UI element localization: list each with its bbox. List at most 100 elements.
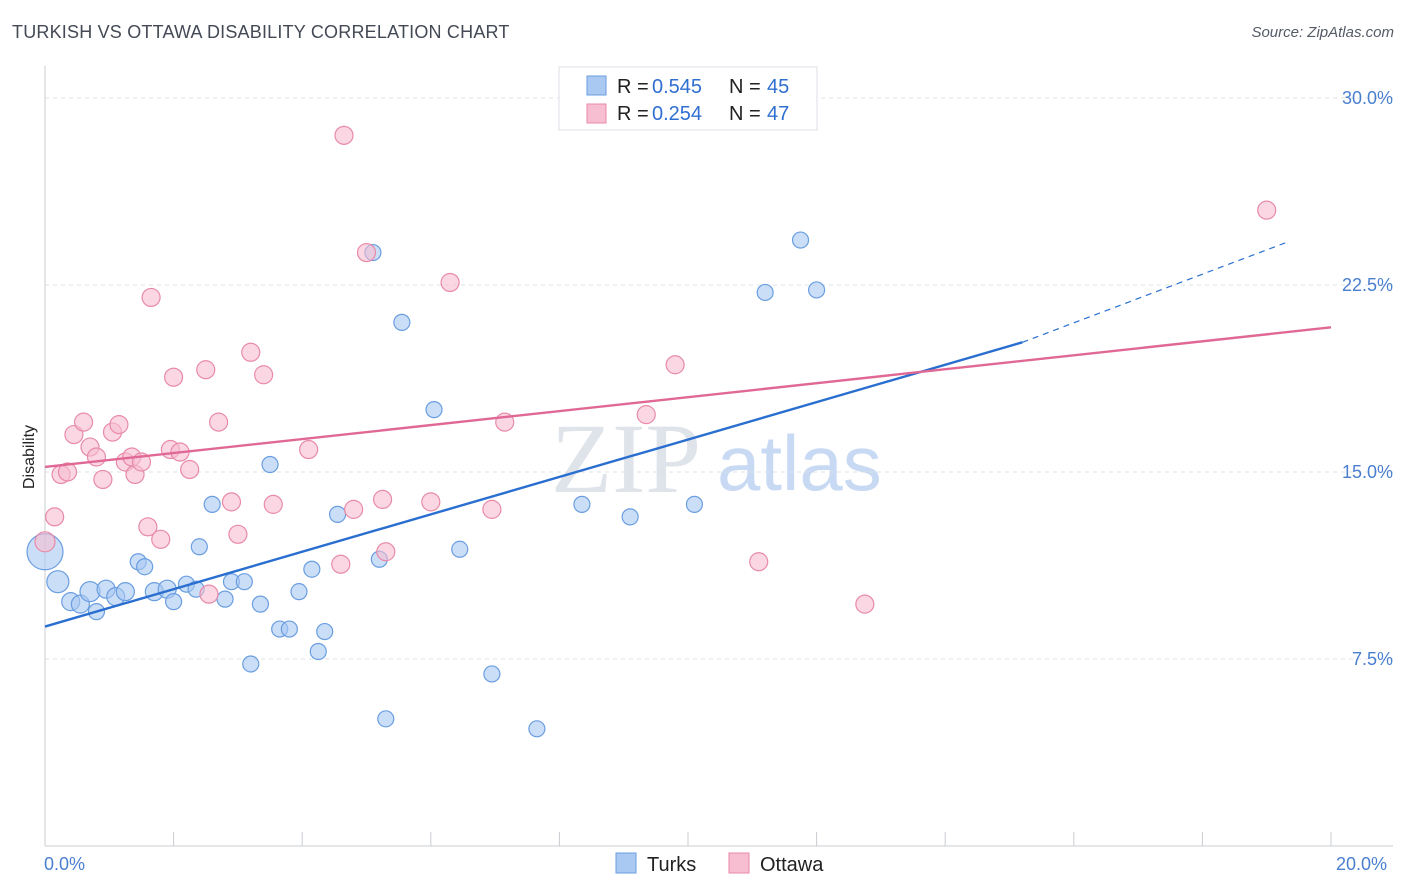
data-point-ottawa — [440, 272, 460, 293]
watermark: ZIP atlas — [551, 403, 882, 514]
legend-label-turks: Turks — [647, 854, 696, 876]
stats-swatch-turks — [586, 75, 607, 96]
stats-swatch-ottawa — [586, 103, 607, 124]
data-point-ottawa — [344, 499, 364, 519]
data-point-turks — [242, 655, 260, 673]
data-point-turks — [685, 495, 704, 513]
y-tick-label: 15.0% — [1342, 462, 1393, 482]
data-point-turks — [303, 560, 321, 578]
series-ottawa-points — [34, 93, 1277, 614]
y-tick-label: 30.0% — [1342, 88, 1393, 108]
data-point-ottawa — [180, 459, 200, 480]
stats-r-value-ottawa: 0.254 — [652, 103, 702, 125]
stats-n-label-ottawa: N = — [729, 103, 766, 125]
x-ticks — [44, 832, 1332, 846]
stats-r-label-turks: R = — [617, 76, 654, 98]
data-point-ottawa — [376, 542, 396, 562]
data-point-ottawa — [86, 447, 107, 467]
trend-lines — [44, 242, 1332, 628]
data-point-ottawa — [228, 524, 248, 544]
x-tick-label-min: 0.0% — [44, 854, 85, 874]
data-point-turks — [573, 495, 591, 513]
data-point-turks — [46, 570, 70, 594]
data-point-ottawa — [356, 242, 377, 263]
data-points — [26, 93, 1277, 738]
data-point-ottawa — [421, 492, 441, 512]
series-legend: Turks Ottawa — [615, 852, 824, 876]
data-point-turks — [528, 720, 546, 738]
data-point-turks — [115, 582, 135, 602]
axes — [44, 66, 1393, 847]
data-point-ottawa — [1257, 200, 1277, 220]
legend-label-ottawa: Ottawa — [760, 854, 824, 876]
data-point-ottawa — [34, 531, 56, 553]
stats-n-value-turks: 45 — [767, 76, 789, 98]
data-point-ottawa — [482, 499, 502, 519]
legend-swatch-ottawa — [728, 852, 750, 874]
data-point-ottawa — [151, 529, 171, 549]
data-point-ottawa — [73, 412, 94, 432]
data-point-ottawa — [241, 342, 261, 362]
data-point-ottawa — [199, 584, 219, 604]
trend-line-turks — [44, 341, 1023, 628]
data-point-ottawa — [221, 492, 242, 512]
trend-line-extension-turks — [1022, 242, 1287, 343]
data-point-turks — [483, 665, 501, 683]
data-point-ottawa — [254, 365, 274, 385]
data-point-turks — [190, 538, 208, 556]
data-point-turks — [216, 590, 234, 608]
trend-line-ottawa — [44, 326, 1332, 469]
stats-r-value-turks: 0.545 — [652, 76, 702, 98]
data-point-ottawa — [636, 405, 656, 425]
data-point-ottawa — [196, 360, 216, 380]
data-point-turks — [235, 573, 253, 591]
stats-n-value-ottawa: 47 — [767, 103, 789, 125]
y-tick-label: 7.5% — [1352, 649, 1393, 669]
data-point-turks — [807, 281, 826, 299]
data-point-turks — [451, 540, 469, 558]
stats-legend: R = 0.545 N = 45 R = 0.254 N = 47 — [558, 66, 818, 131]
chart-title: TURKISH VS OTTAWA DISABILITY CORRELATION… — [12, 22, 510, 42]
stats-n-label-turks: N = — [729, 76, 766, 98]
data-point-ottawa — [263, 494, 283, 514]
x-tick-labels: 0.0% 20.0% — [44, 854, 1387, 874]
data-point-ottawa — [372, 489, 393, 510]
data-point-ottawa — [855, 594, 875, 614]
data-point-turks — [309, 642, 327, 661]
data-point-turks — [136, 558, 154, 576]
data-point-turks — [261, 455, 279, 474]
data-point-turks — [280, 620, 298, 638]
data-point-turks — [791, 231, 810, 249]
data-point-ottawa — [334, 125, 354, 145]
data-point-turks — [377, 710, 395, 728]
data-point-turks — [251, 595, 270, 613]
data-point-turks — [203, 495, 221, 513]
data-point-turks — [328, 505, 347, 523]
source-credit: Source: ZipAtlas.com — [1251, 24, 1394, 41]
data-point-turks — [316, 622, 334, 641]
data-point-ottawa — [299, 439, 319, 460]
data-point-ottawa — [209, 412, 229, 432]
data-point-ottawa — [45, 507, 65, 527]
data-point-ottawa — [749, 552, 769, 572]
data-point-ottawa — [57, 462, 78, 482]
series-turks-points — [26, 231, 826, 738]
data-point-ottawa — [138, 517, 158, 537]
data-point-turks — [393, 313, 411, 331]
data-point-ottawa — [331, 554, 351, 574]
y-tick-labels: 7.5% 15.0% 22.5% 30.0% — [1342, 88, 1393, 669]
watermark-atlas: atlas — [717, 419, 882, 507]
legend-swatch-turks — [615, 852, 637, 874]
y-tick-label: 22.5% — [1342, 275, 1393, 295]
data-point-turks — [621, 508, 639, 526]
data-point-ottawa — [164, 367, 184, 387]
x-tick-label-max: 20.0% — [1336, 854, 1387, 874]
data-point-turks — [290, 583, 308, 601]
stats-r-label-ottawa: R = — [617, 103, 654, 125]
data-point-ottawa — [141, 287, 161, 308]
data-point-ottawa — [109, 414, 129, 435]
data-point-turks — [425, 401, 443, 419]
data-point-turks — [165, 593, 183, 611]
data-point-ottawa — [93, 469, 113, 490]
